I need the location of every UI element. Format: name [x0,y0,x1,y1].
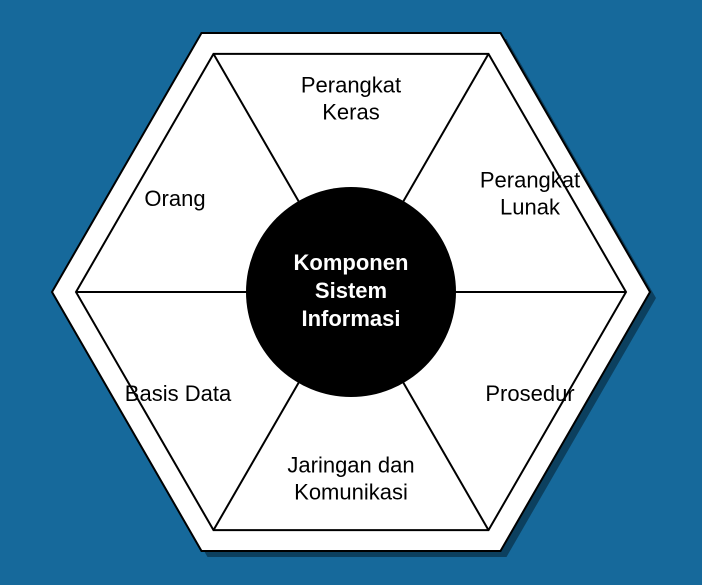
center-label-line: Informasi [301,306,400,331]
sector-label-line: Perangkat [480,167,580,192]
sector-label: Orang [144,186,205,211]
sector-label-line: Perangkat [301,72,401,97]
sector-label-line: Basis Data [125,381,232,406]
sector-label: Prosedur [485,381,574,406]
sector-label-line: Prosedur [485,381,574,406]
sector-label: Basis Data [125,381,232,406]
sector-label-line: Keras [322,99,379,124]
sector-label-line: Komunikasi [294,479,408,504]
center-label-line: Komponen [294,250,409,275]
sector-label-line: Orang [144,186,205,211]
hexagon-diagram: KomponenSistemInformasiPerangkatKerasPer… [0,0,702,585]
sector-label-line: Jaringan dan [287,452,414,477]
center-label-line: Sistem [315,278,387,303]
sector-label-line: Lunak [500,194,561,219]
